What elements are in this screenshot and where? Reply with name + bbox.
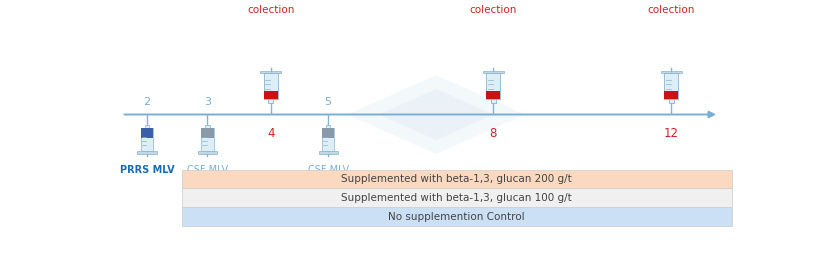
- Bar: [318, 151, 337, 154]
- Polygon shape: [378, 89, 493, 140]
- Bar: [182, 207, 731, 226]
- Bar: [201, 129, 214, 138]
- Polygon shape: [346, 75, 524, 154]
- Text: CSF MLV: CSF MLV: [307, 165, 348, 175]
- Text: 5: 5: [324, 97, 331, 106]
- Bar: [660, 71, 681, 73]
- Text: 3: 3: [204, 97, 210, 106]
- Text: Blood
colection: Blood colection: [247, 0, 294, 15]
- Bar: [482, 71, 503, 73]
- Bar: [663, 91, 677, 99]
- Bar: [321, 129, 334, 138]
- Text: 12: 12: [663, 127, 678, 140]
- Text: Blood
colection: Blood colection: [647, 0, 695, 15]
- Bar: [182, 188, 731, 207]
- Bar: [668, 99, 673, 103]
- Text: Blood
colection: Blood colection: [469, 0, 517, 15]
- Bar: [205, 125, 210, 129]
- Bar: [325, 125, 330, 129]
- Bar: [141, 129, 153, 151]
- Text: CSF MLV: CSF MLV: [187, 165, 228, 175]
- Bar: [264, 73, 278, 99]
- Bar: [138, 151, 156, 154]
- Bar: [201, 129, 214, 151]
- Text: 4: 4: [267, 127, 274, 140]
- Bar: [491, 99, 495, 103]
- Bar: [145, 125, 149, 129]
- Text: No supplemention Control: No supplemention Control: [388, 211, 524, 221]
- Bar: [260, 71, 281, 73]
- Bar: [268, 99, 273, 103]
- Text: 8: 8: [489, 127, 496, 140]
- Bar: [663, 73, 677, 99]
- Bar: [264, 91, 278, 99]
- Text: PRRS MLV: PRRS MLV: [120, 165, 174, 175]
- Text: Supplemented with beta-1,3, glucan 200 g/t: Supplemented with beta-1,3, glucan 200 g…: [341, 174, 572, 184]
- Text: Supplemented with beta-1,3, glucan 100 g/t: Supplemented with beta-1,3, glucan 100 g…: [341, 193, 572, 203]
- Bar: [197, 151, 216, 154]
- Bar: [141, 129, 153, 138]
- Bar: [321, 129, 334, 151]
- Bar: [486, 91, 500, 99]
- Text: 2: 2: [143, 97, 151, 106]
- Bar: [486, 73, 500, 99]
- Bar: [182, 170, 731, 188]
